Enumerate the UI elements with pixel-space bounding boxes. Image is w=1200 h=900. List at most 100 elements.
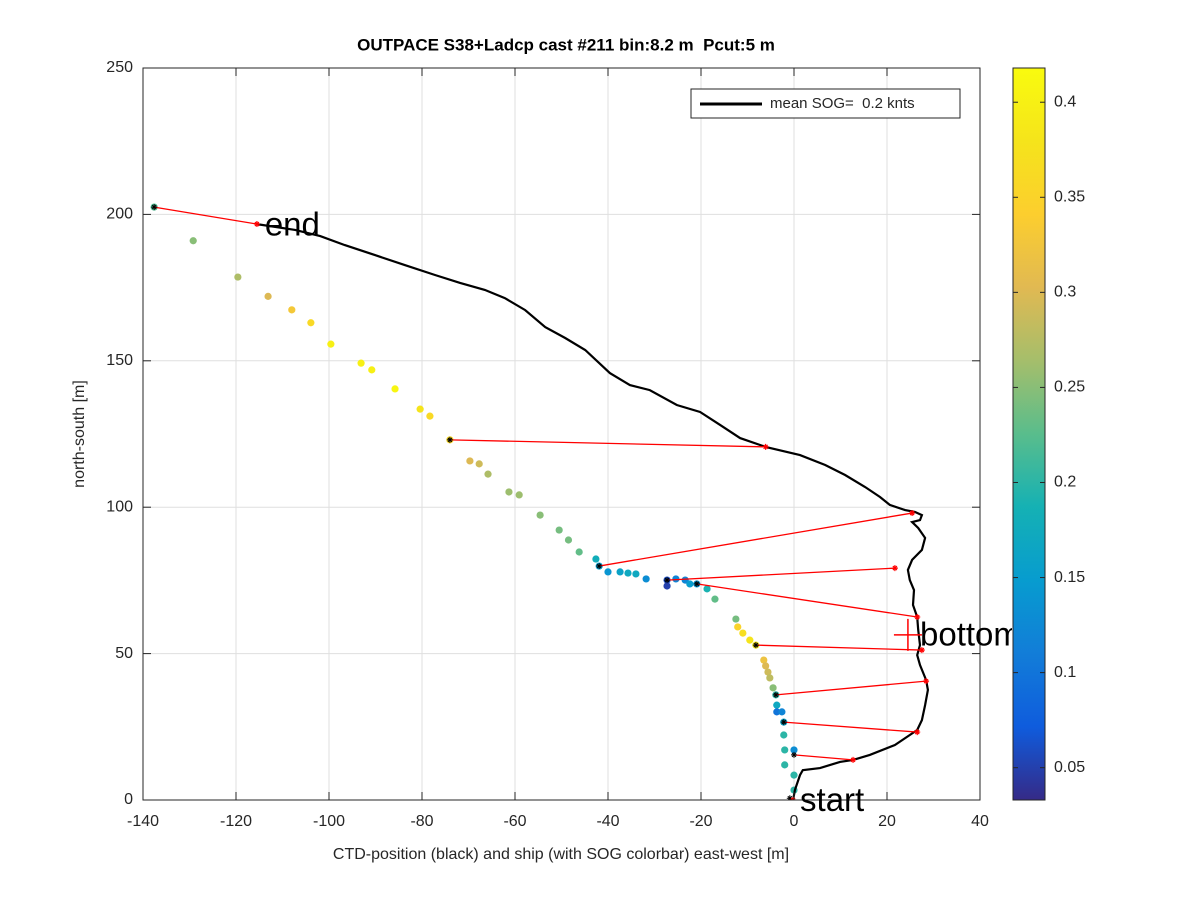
ship-point <box>762 662 770 670</box>
ship-point <box>592 555 600 563</box>
ctd-star <box>850 756 857 763</box>
ship-point <box>288 306 296 314</box>
colorbar-tick-label: 0.35 <box>1054 189 1085 206</box>
ship-point <box>515 491 523 499</box>
ship-star <box>786 795 793 800</box>
ship-point <box>475 460 483 468</box>
x-tick-label: 40 <box>971 813 989 830</box>
link-line <box>667 567 895 581</box>
y-tick-label: 200 <box>106 206 133 223</box>
x-tick-label: -20 <box>689 813 712 830</box>
colorbar-tick-label: 0.2 <box>1054 474 1076 491</box>
colorbar-tick-label: 0.4 <box>1054 93 1076 110</box>
chart-title: OUTPACE S38+Ladcp cast #211 bin:8.2 m Pc… <box>357 35 775 54</box>
colorbar-tick-label: 0.1 <box>1054 664 1076 681</box>
ship-point <box>189 237 197 245</box>
x-tick-label: -140 <box>127 813 159 830</box>
x-tick-label: -120 <box>220 813 252 830</box>
colorbar-tick-label: 0.15 <box>1054 569 1085 586</box>
ship-point <box>327 340 335 348</box>
bottom-marker <box>893 618 922 651</box>
ship-point <box>764 668 772 676</box>
y-axis-label: north-south [m] <box>71 380 88 488</box>
ship-star <box>772 691 779 698</box>
axes-box <box>142 67 981 801</box>
ctd-star <box>914 729 921 736</box>
link-line <box>755 644 922 651</box>
ship-point <box>642 575 650 583</box>
y-tick-label: 50 <box>115 645 133 662</box>
ship-point <box>536 511 544 519</box>
ship-point <box>686 580 694 588</box>
ship-point <box>790 771 798 779</box>
y-tick-label: 100 <box>106 498 133 515</box>
ship-point <box>575 548 583 556</box>
ship-star <box>446 436 453 443</box>
ship-point <box>604 568 612 576</box>
ticks: -140 -120 -100 -80 -60 -40 -20 0 20 40 0 50 100 150 20… <box>106 59 989 830</box>
y-tick-label: 0 <box>124 791 133 808</box>
ship-point <box>564 536 573 544</box>
ship-star <box>151 204 158 211</box>
colorbar-tick-label: 0.25 <box>1054 379 1085 396</box>
ship-point <box>773 701 781 709</box>
ctd-star <box>253 221 260 228</box>
link-line <box>775 680 927 696</box>
link-line <box>793 754 854 761</box>
ship-point <box>368 366 376 374</box>
ship-point <box>484 470 492 478</box>
y-tick-label: 250 <box>106 59 133 76</box>
ship-point <box>672 575 680 583</box>
ship-point <box>555 526 563 534</box>
ctd-star <box>923 678 930 685</box>
ship-point <box>746 636 754 644</box>
ship-point <box>624 569 632 577</box>
ctd-star <box>762 443 769 450</box>
ship-point <box>264 292 272 300</box>
annotation: end <box>265 206 320 243</box>
ship-point <box>781 746 789 754</box>
link-line <box>599 512 913 567</box>
ship-point <box>391 385 399 393</box>
ship-point <box>416 405 424 413</box>
colorbar-tick-label: 0.05 <box>1054 759 1085 776</box>
ship-point <box>703 585 711 593</box>
annotation: bottom <box>920 616 1021 653</box>
ship-point <box>466 457 474 465</box>
ship-point <box>234 273 242 281</box>
annotation: start <box>800 781 864 818</box>
colorbar: 0.05 0.1 0.15 0.2 0.25 0.3 0.35 0.4 <box>1012 67 1085 801</box>
ship-star <box>693 580 700 587</box>
ship-star <box>752 642 759 649</box>
link-line <box>783 721 918 733</box>
ship-point <box>780 731 788 739</box>
ship-point <box>732 615 740 623</box>
plot-area <box>143 68 980 800</box>
ctd-star <box>891 565 898 572</box>
ship-point <box>769 684 777 692</box>
plot-content <box>150 203 930 800</box>
ship-point <box>505 488 513 496</box>
ctd-star <box>909 510 916 517</box>
legend: mean SOG= 0.2 knts <box>690 88 961 119</box>
link-line <box>696 583 918 618</box>
link-line <box>449 439 766 448</box>
ship-star <box>664 577 671 584</box>
ship-point <box>632 570 640 578</box>
ship-point <box>790 746 798 754</box>
ship-star <box>780 719 787 726</box>
x-tick-label: -100 <box>313 813 345 830</box>
ship-point <box>663 582 671 590</box>
colorbar-tick-label: 0.3 <box>1054 284 1076 301</box>
ship-point <box>426 412 434 420</box>
x-axis-label: CTD-position (black) and ship (with SOG … <box>333 846 789 863</box>
ship-star <box>791 751 797 758</box>
ship-point <box>766 674 774 682</box>
x-tick-label: 0 <box>790 813 799 830</box>
annotations: end bottom start <box>265 206 1021 818</box>
ship-point <box>773 708 781 716</box>
colorbar-bar <box>1012 67 1046 801</box>
x-tick-label: -40 <box>596 813 619 830</box>
ctd-star <box>918 647 925 654</box>
